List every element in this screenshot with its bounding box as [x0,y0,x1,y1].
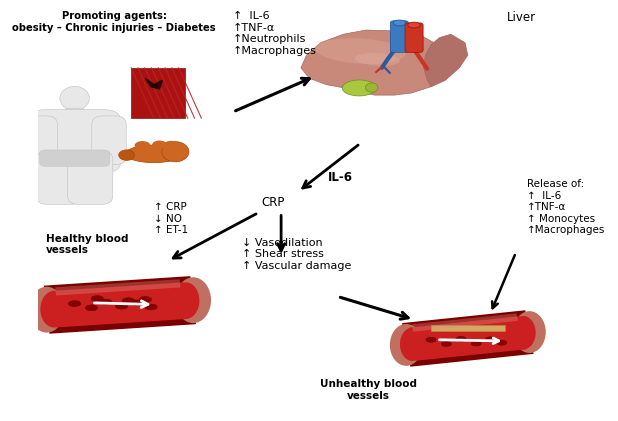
Ellipse shape [99,299,112,305]
Text: IL-6: IL-6 [328,171,353,184]
Ellipse shape [135,141,150,150]
Ellipse shape [485,337,496,342]
Text: ↑  IL-6
↑TNF-α
↑Neutrophils
↑Macrophages: ↑ IL-6 ↑TNF-α ↑Neutrophils ↑Macrophages [233,11,317,56]
Ellipse shape [408,22,420,28]
Polygon shape [301,30,451,95]
Text: CRP: CRP [261,196,284,209]
Ellipse shape [48,132,101,160]
Ellipse shape [116,303,128,309]
Ellipse shape [471,341,481,346]
Bar [131,68,185,118]
Polygon shape [431,325,504,331]
Text: Healthy blood
vessels: Healthy blood vessels [46,234,129,255]
Ellipse shape [125,145,182,163]
Ellipse shape [145,304,157,310]
FancyBboxPatch shape [36,151,82,205]
Ellipse shape [60,86,90,110]
Ellipse shape [497,340,507,345]
Ellipse shape [139,296,151,302]
Ellipse shape [40,291,67,328]
Polygon shape [402,310,533,367]
Text: Liver: Liver [507,11,536,24]
Text: Promoting agents:
obesity – Chronic injuries – Diabetes: Promoting agents: obesity – Chronic inju… [12,11,216,33]
Ellipse shape [28,287,64,333]
Ellipse shape [152,141,167,149]
Ellipse shape [315,38,405,64]
Ellipse shape [176,277,211,323]
Ellipse shape [441,341,451,346]
Text: ↑ CRP
↓ NO
↑ ET-1: ↑ CRP ↓ NO ↑ ET-1 [154,202,188,235]
FancyBboxPatch shape [67,151,113,205]
Ellipse shape [393,20,405,26]
FancyBboxPatch shape [65,108,85,124]
Polygon shape [52,282,188,328]
Polygon shape [145,78,163,89]
Polygon shape [55,279,180,296]
Ellipse shape [119,150,135,160]
Ellipse shape [85,305,98,311]
FancyBboxPatch shape [28,110,121,173]
FancyBboxPatch shape [23,116,57,165]
Text: Unhealthy blood
vessels: Unhealthy blood vessels [320,379,417,401]
Polygon shape [44,276,196,334]
FancyBboxPatch shape [405,23,423,52]
Polygon shape [424,34,468,87]
Ellipse shape [172,282,200,319]
Ellipse shape [122,298,135,304]
Ellipse shape [130,300,143,306]
FancyBboxPatch shape [391,21,408,52]
Ellipse shape [400,328,425,361]
Ellipse shape [342,80,376,96]
Ellipse shape [511,316,536,349]
FancyBboxPatch shape [92,116,126,165]
Ellipse shape [390,324,423,366]
Ellipse shape [355,53,400,66]
Polygon shape [412,313,518,332]
Polygon shape [409,316,527,361]
FancyBboxPatch shape [40,150,110,166]
Ellipse shape [69,301,81,306]
Text: ↓ Vasodilation
↑ Shear stress
↑ Vascular damage: ↓ Vasodilation ↑ Shear stress ↑ Vascular… [242,238,351,271]
Ellipse shape [91,296,103,301]
Ellipse shape [164,141,177,148]
Ellipse shape [513,311,546,353]
Ellipse shape [426,337,436,342]
Ellipse shape [162,142,189,162]
Text: Release of:
↑  IL-6
↑TNF-α
↑ Monocytes
↑Macrophages: Release of: ↑ IL-6 ↑TNF-α ↑ Monocytes ↑M… [527,179,606,235]
Ellipse shape [365,83,378,92]
Ellipse shape [456,336,466,341]
